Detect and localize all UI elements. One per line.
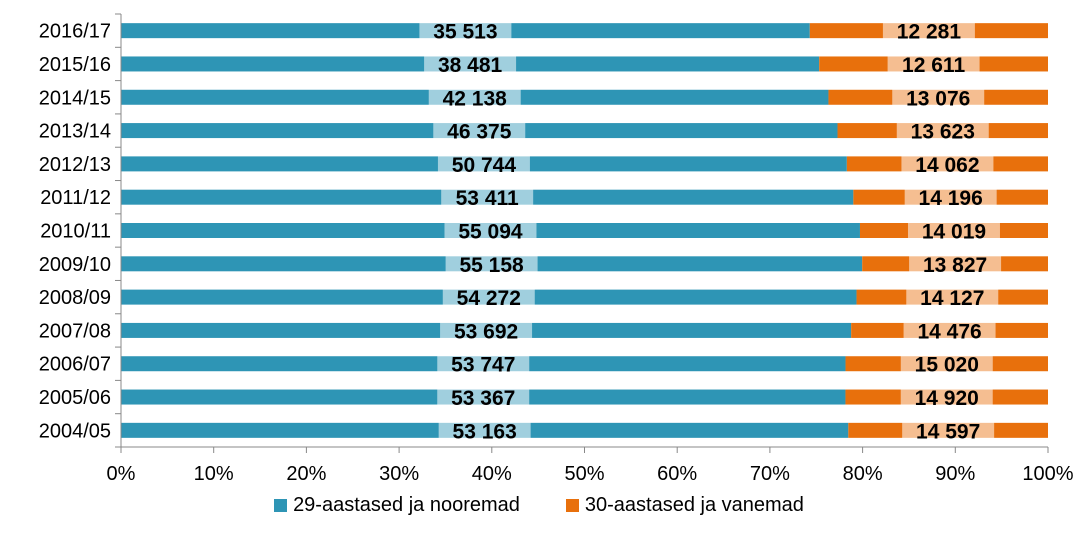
- data-label-bg-older: [902, 419, 995, 442]
- legend-label-older: 30-aastased ja vanemad: [584, 494, 804, 516]
- data-labels-layer: 35 513 12 281 38 481 12 611 42 138 13 076 46 3…: [419, 19, 1002, 443]
- axes-layer: 2016/17 2015/16 2014/15 2013/14 2012/13 2011/…: [39, 13, 1074, 485]
- data-label-young: 53 367: [451, 387, 515, 410]
- data-label-bg-young: [424, 52, 517, 75]
- data-label-older: 14 196: [919, 187, 983, 210]
- x-tick-label: 100%: [1022, 463, 1073, 485]
- data-label-bg-young: [440, 319, 533, 342]
- data-label-young: 55 094: [458, 221, 523, 244]
- data-label-bg-young: [428, 86, 521, 109]
- data-label-bg-older: [906, 286, 999, 309]
- x-tick-label: 10%: [194, 463, 234, 485]
- y-tick-label: 2007/08: [39, 320, 111, 342]
- y-tick-label: 2010/11: [40, 221, 111, 243]
- data-label-bg-young: [419, 19, 512, 42]
- data-label-older: 14 019: [922, 221, 986, 244]
- y-tick-label: 2009/10: [39, 254, 111, 276]
- data-label-older: 14 920: [915, 387, 979, 410]
- data-label-older: 12 281: [897, 21, 962, 44]
- data-label-young: 46 375: [447, 121, 512, 144]
- y-tick-label: 2004/05: [39, 420, 111, 442]
- x-tick-label: 70%: [750, 463, 790, 485]
- data-label-older: 14 476: [917, 320, 981, 343]
- data-label-bg-older: [900, 352, 993, 375]
- data-label-young: 53 692: [454, 320, 518, 343]
- data-label-bg-young: [433, 119, 526, 142]
- y-tick-label: 2005/06: [39, 387, 111, 409]
- data-label-young: 38 481: [438, 54, 503, 77]
- data-label-young: 50 744: [452, 154, 517, 177]
- data-label-bg-young: [445, 252, 538, 275]
- data-label-older: 13 623: [911, 121, 975, 144]
- y-tick-label: 2016/17: [39, 21, 111, 43]
- data-label-bg-older: [896, 119, 989, 142]
- x-tick-label: 20%: [286, 463, 326, 485]
- data-label-older: 15 020: [915, 354, 979, 377]
- y-tick-label: 2013/14: [39, 121, 111, 143]
- x-tick-label: 90%: [935, 463, 975, 485]
- y-tick-label: 2008/09: [39, 287, 111, 309]
- legend-swatch-older: [565, 499, 579, 512]
- data-label-young: 55 158: [459, 254, 524, 277]
- legend: 29-aastased ja nooremad 30-aastased ja v…: [0, 494, 1078, 517]
- data-label-young: 42 138: [443, 87, 508, 110]
- data-label-older: 14 597: [916, 420, 980, 443]
- data-label-older: 14 062: [915, 154, 979, 177]
- data-label-bg-young: [437, 352, 530, 375]
- legend-swatch-young: [274, 499, 288, 512]
- data-label-young: 35 513: [433, 21, 497, 44]
- legend-item-older: 30-aastased ja vanemad: [565, 494, 804, 517]
- data-label-bg-young: [442, 286, 535, 309]
- data-label-older: 13 827: [923, 254, 987, 277]
- data-label-bg-older: [900, 386, 993, 409]
- legend-item-young: 29-aastased ja nooremad: [274, 494, 520, 517]
- data-label-bg-older: [901, 152, 994, 175]
- y-tick-label: 2014/15: [39, 87, 111, 109]
- y-tick-label: 2006/07: [39, 354, 111, 376]
- data-label-bg-young: [444, 219, 537, 242]
- data-label-bg-older: [903, 319, 996, 342]
- x-tick-label: 30%: [379, 463, 419, 485]
- data-label-bg-young: [441, 186, 534, 209]
- data-label-young: 53 411: [456, 187, 519, 210]
- x-tick-label: 0%: [107, 463, 136, 485]
- data-label-older: 13 076: [906, 87, 970, 110]
- data-label-bg-older: [909, 252, 1002, 275]
- data-label-bg-older: [907, 219, 1000, 242]
- x-tick-label: 60%: [657, 463, 697, 485]
- data-label-older: 12 611: [902, 54, 965, 77]
- data-label-bg-older: [882, 19, 975, 42]
- stacked-bar-chart: 2016/17 2015/16 2014/15 2013/14 2012/13 2011/…: [39, 13, 1074, 485]
- data-label-young: 53 747: [451, 354, 515, 377]
- data-label-bg-older: [904, 186, 997, 209]
- x-tick-label: 40%: [472, 463, 512, 485]
- data-label-bg-young: [437, 152, 530, 175]
- legend-label-young: 29-aastased ja nooremad: [293, 494, 520, 516]
- data-label-young: 54 272: [457, 287, 521, 310]
- y-tick-label: 2012/13: [39, 154, 111, 176]
- x-tick-label: 80%: [843, 463, 883, 485]
- data-label-young: 53 163: [453, 420, 517, 443]
- data-label-bg-young: [438, 419, 531, 442]
- x-tick-label: 50%: [564, 463, 604, 485]
- data-label-bg-older: [887, 52, 980, 75]
- data-label-older: 14 127: [920, 287, 984, 310]
- y-tick-label: 2015/16: [39, 54, 111, 76]
- data-label-bg-young: [437, 386, 530, 409]
- data-label-bg-older: [892, 86, 985, 109]
- y-tick-label: 2011/12: [40, 187, 111, 209]
